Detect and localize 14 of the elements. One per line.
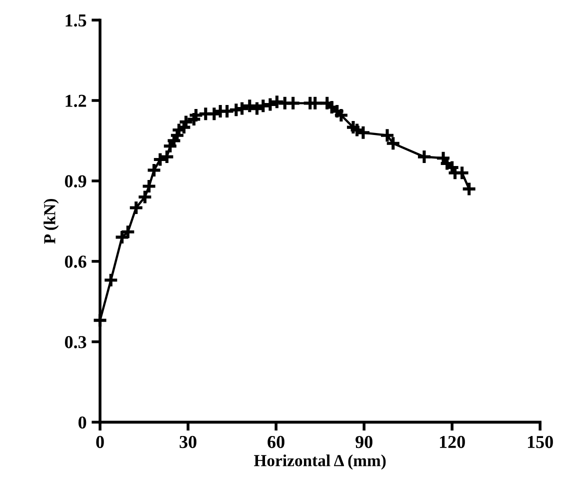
y-tick-label: 1.5 xyxy=(66,14,86,27)
x-tick-label: 0 xyxy=(96,436,104,448)
x-tick-label: 120 xyxy=(440,436,465,448)
y-axis-title: P (kN) xyxy=(44,198,59,244)
y-tick-label: 0.9 xyxy=(64,175,86,188)
y-tick-label: 1.2 xyxy=(66,94,86,108)
y-tick-label: 0 xyxy=(78,416,86,429)
x-tick-label: 90 xyxy=(356,436,372,448)
x-axis-title: Horizontal Δ (mm) xyxy=(254,454,386,470)
x-tick-label: 150 xyxy=(528,436,553,448)
y-tick-label: 0.3 xyxy=(64,336,86,348)
x-tick-label: 30 xyxy=(180,436,196,448)
y-tick-label: 0.6 xyxy=(64,256,86,268)
x-tick-label: 60 xyxy=(268,436,284,448)
